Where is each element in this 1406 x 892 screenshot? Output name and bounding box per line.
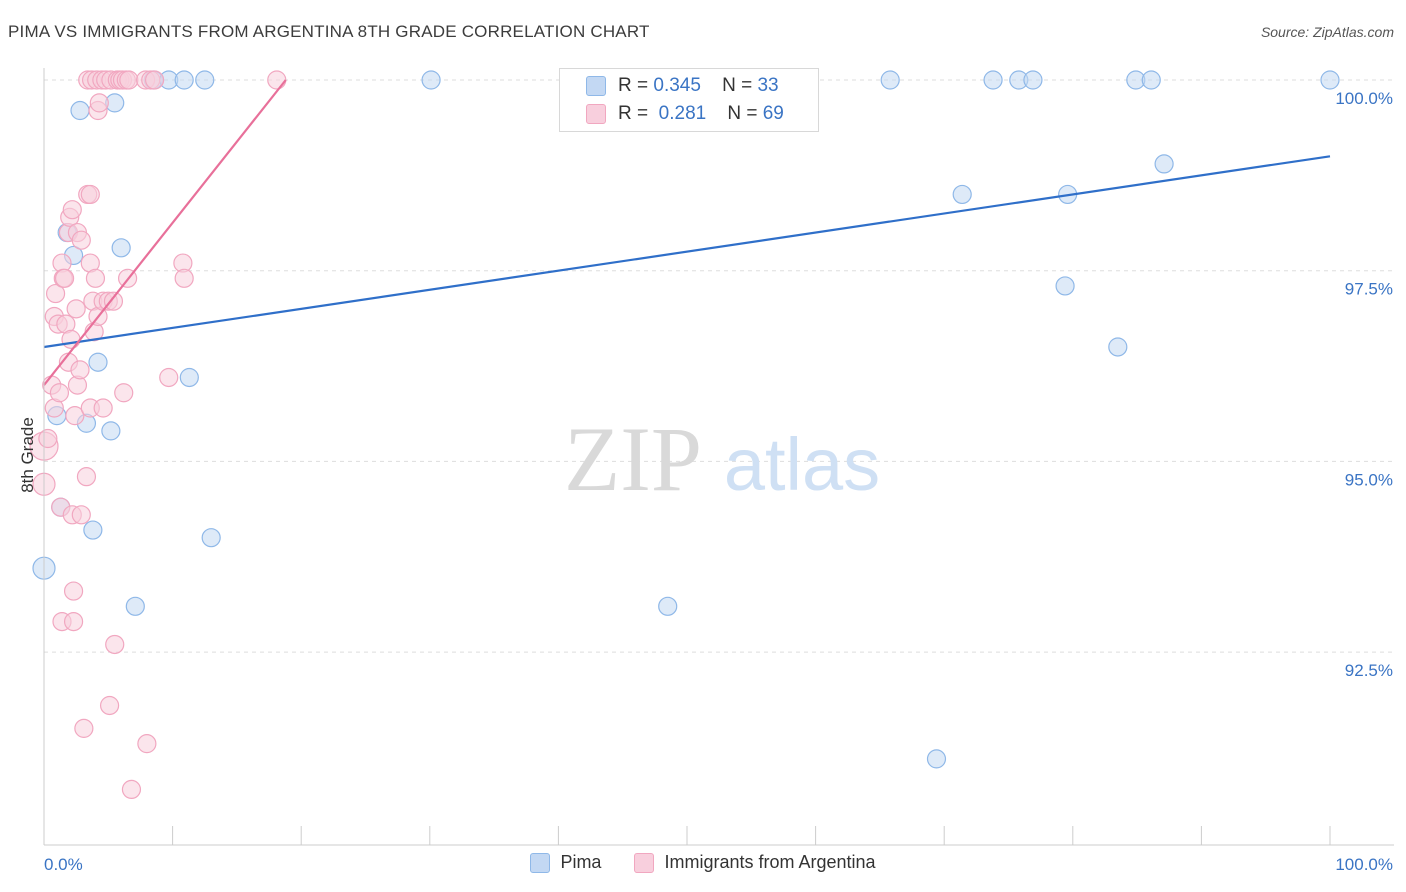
n-value: 69	[762, 103, 784, 124]
series-legend: Pima Immigrants from Argentina	[0, 852, 1406, 878]
argentina-point	[267, 70, 287, 90]
argentina-point	[85, 268, 106, 288]
argentina-point	[114, 383, 134, 403]
argentina-point	[45, 283, 66, 304]
pima-point	[83, 520, 103, 540]
y-tick-label: 92.5%	[1345, 661, 1393, 680]
stats-row-argentina: R = 0.281 N = 69	[586, 101, 784, 127]
data-points	[29, 70, 1340, 800]
argentina-point	[70, 360, 90, 380]
y-tick-label: 95.0%	[1345, 470, 1393, 489]
pima-point	[952, 184, 972, 205]
pima-point	[1055, 276, 1075, 296]
legend-item-argentina[interactable]: Immigrants from Argentina	[634, 852, 876, 873]
argentina-point	[49, 383, 70, 403]
stats-swatch-argentina	[586, 104, 606, 124]
argentina-point	[103, 291, 124, 311]
r-label: R =	[618, 103, 649, 124]
legend-swatch-argentina	[634, 852, 655, 873]
argentina-point	[137, 734, 157, 754]
pima-point	[421, 70, 441, 90]
y-axis-label: 8th Grade	[18, 417, 37, 493]
argentina-point	[54, 268, 75, 288]
pima-point	[926, 749, 947, 769]
argentina-point	[119, 70, 139, 90]
chart-title: PIMA VS IMMIGRANTS FROM ARGENTINA 8TH GR…	[8, 22, 650, 41]
source-label: Source: ZipAtlas.com	[1260, 24, 1394, 40]
argentina-point	[63, 611, 84, 632]
pima-point	[70, 100, 90, 121]
stats-text-pima: R = 0.345 N = 33	[618, 73, 779, 99]
pima-point	[983, 70, 1003, 90]
r-value: 0.345	[653, 75, 701, 96]
legend-label-pima: Pima	[560, 852, 602, 872]
n-value: 33	[757, 75, 779, 96]
argentina-point	[174, 268, 194, 288]
legend-label-argentina: Immigrants from Argentina	[664, 852, 876, 872]
argentina-point	[61, 329, 81, 349]
pima-point	[1108, 337, 1128, 357]
pima-point	[111, 238, 131, 258]
x-tick-label: 0.0%	[44, 855, 83, 874]
argentina-point	[65, 406, 85, 426]
x-tick-label: 100.0%	[1335, 855, 1393, 874]
y-tick-label: 97.5%	[1345, 280, 1393, 299]
stats-legend: R = 0.345 N = 33 R = 0.281 N = 69	[559, 68, 819, 132]
pima-point	[174, 70, 194, 90]
argentina-point	[63, 581, 84, 601]
pima-point	[1141, 70, 1161, 90]
watermark: ZIP atlas	[564, 408, 880, 510]
pima-point	[658, 596, 678, 616]
pima-point	[201, 528, 221, 548]
r-label: R =	[618, 75, 649, 96]
r-value: 0.281	[658, 103, 707, 124]
argentina-point	[121, 779, 142, 800]
argentina-point	[144, 70, 165, 90]
argentina-point	[71, 505, 91, 525]
n-label: N =	[722, 75, 753, 96]
argentina-point	[99, 695, 120, 716]
pima-point	[1154, 154, 1174, 174]
axes: 100.0% 97.5% 95.0% 92.5% 0.0% 100.0%	[43, 68, 1394, 874]
watermark-zip: ZIP	[564, 408, 702, 510]
legend-swatch-pima	[530, 852, 551, 873]
pima-point	[125, 596, 145, 616]
argentina-point	[93, 398, 113, 418]
argentina-point	[66, 299, 86, 319]
pima-point	[1023, 70, 1043, 90]
pima-point	[88, 352, 108, 372]
pima-point	[179, 367, 199, 388]
trend-lines	[43, 79, 1331, 386]
stats-row-pima: R = 0.345 N = 33	[586, 73, 779, 99]
argentina-point	[74, 718, 94, 738]
argentina-point	[105, 634, 125, 655]
argentina-point	[80, 184, 100, 205]
stats-swatch-pima	[586, 76, 606, 96]
argentina-point	[71, 230, 91, 250]
watermark-atlas: atlas	[724, 423, 880, 506]
argentina-point	[159, 367, 179, 388]
argentina-trend-line	[43, 79, 287, 386]
argentina-point	[38, 428, 58, 449]
pima-point	[195, 70, 215, 90]
argentina-point	[76, 467, 97, 487]
argentina-point	[62, 200, 82, 220]
y-tick-label: 100.0%	[1335, 89, 1393, 108]
pima-point	[880, 70, 900, 90]
pima-point	[1320, 70, 1340, 90]
stats-text-argentina: R = 0.281 N = 69	[618, 101, 784, 127]
grid-lines	[44, 79, 1394, 653]
pima-trend-line	[43, 155, 1331, 349]
argentina-point	[89, 93, 109, 113]
n-label: N =	[727, 103, 758, 124]
legend-item-pima[interactable]: Pima	[530, 852, 601, 873]
pima-point	[101, 421, 121, 441]
